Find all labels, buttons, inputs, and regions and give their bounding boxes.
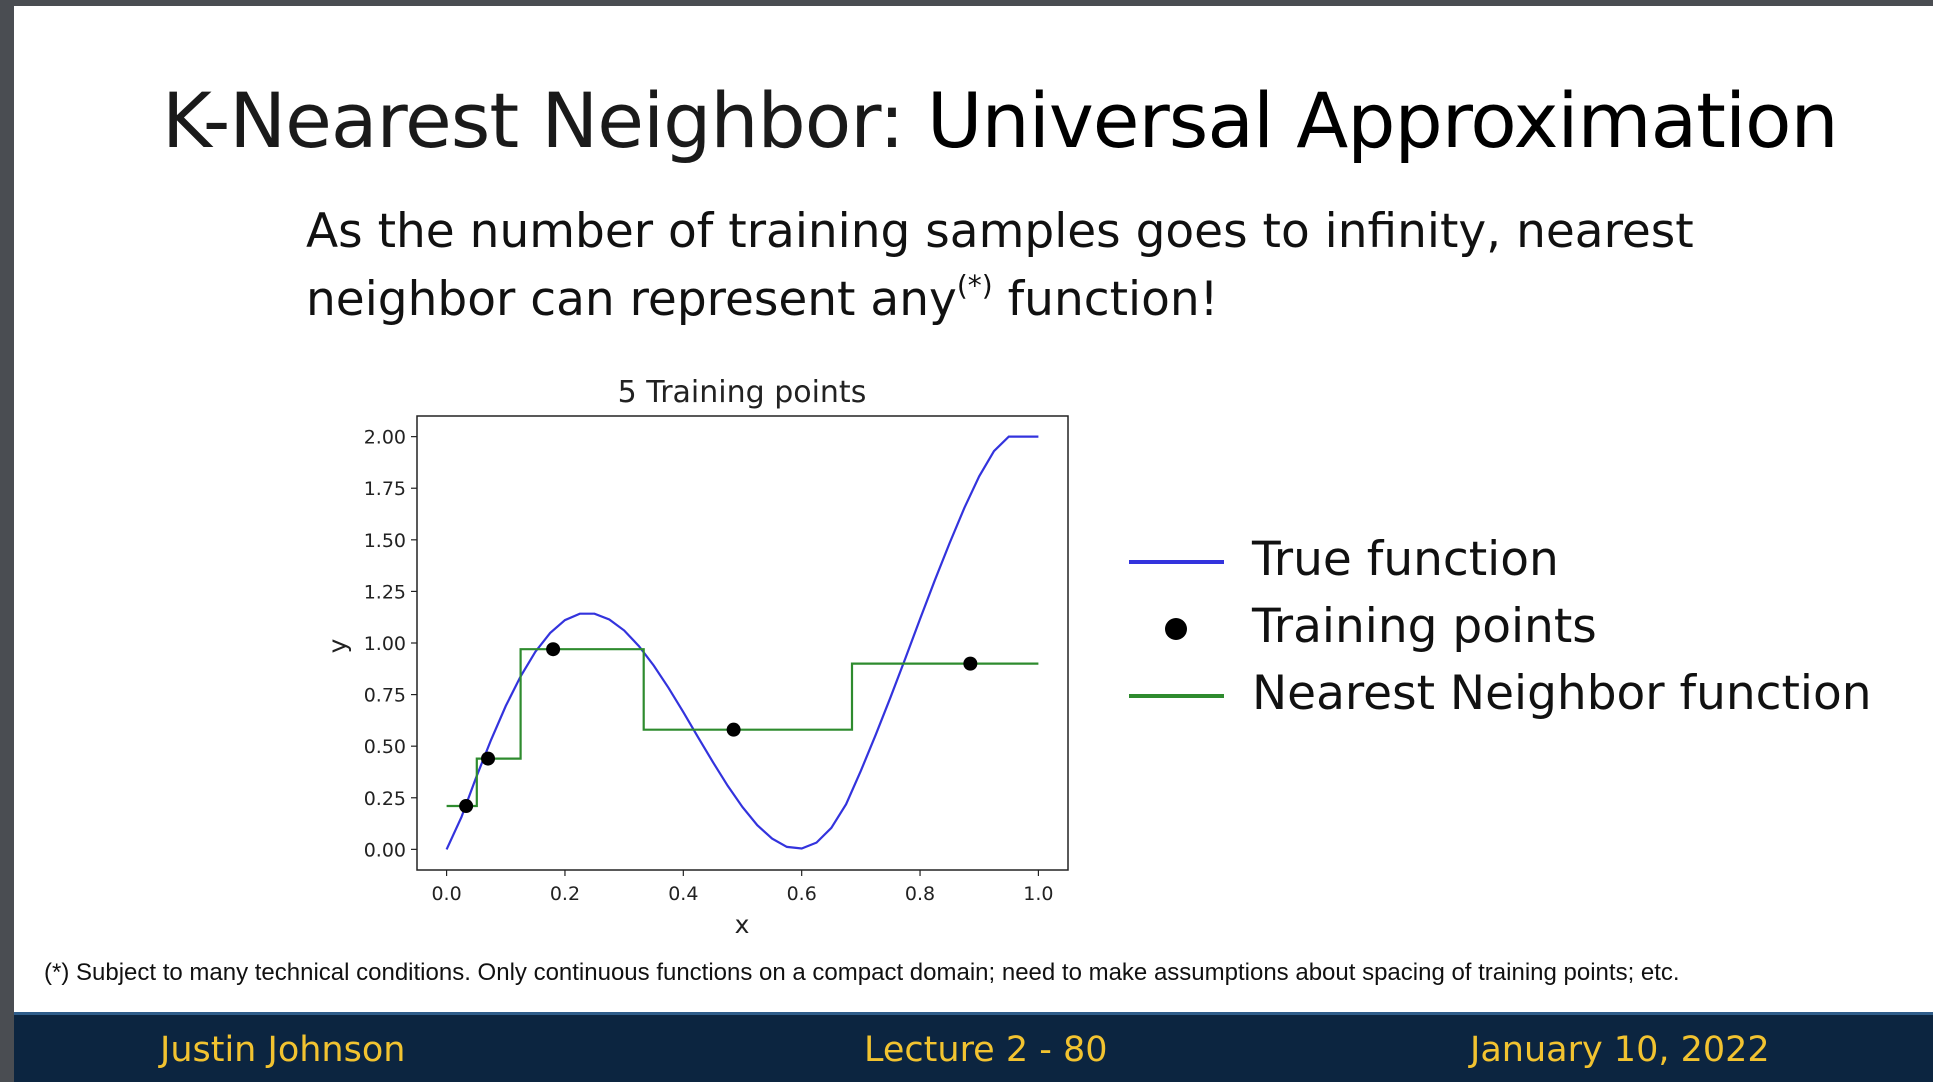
- series-true-function: [445, 435, 1039, 850]
- chart-legend: True function Training points Nearest Ne…: [1109, 526, 1872, 736]
- y-axis-label: y: [323, 638, 352, 653]
- y-axis: 0.00 0.25 0.50 0.75 1.00 1.25 1.50 1.75 2.00: [364, 427, 417, 861]
- footnote: (*) Subject to many technical conditions…: [44, 959, 1680, 986]
- x-tick-label: 1.0: [1023, 883, 1053, 905]
- title-plain: K-Nearest Neighbor:: [162, 76, 927, 165]
- subtitle-line-2-b: function!: [992, 272, 1219, 327]
- legend-item-training-points: Training points: [1109, 595, 1869, 661]
- legend-label-training-points: Training points: [1252, 599, 1597, 654]
- y-tick-label: 2.00: [364, 427, 406, 449]
- legend-dot-icon: [1165, 618, 1187, 640]
- footer-bar: Justin Johnson Lecture 2 - 80 January 10…: [14, 1012, 1933, 1082]
- footer-date: January 10, 2022: [1470, 1030, 1770, 1070]
- x-axis: 0.0 0.2 0.4 0.6 0.8 1.0: [431, 870, 1054, 905]
- x-tick-label: 0.0: [431, 883, 461, 905]
- x-tick-label: 0.2: [550, 883, 580, 905]
- y-tick-label: 0.00: [364, 839, 406, 861]
- training-point: [459, 799, 474, 814]
- slide-title: K-Nearest Neighbor: Universal Approximat…: [162, 76, 1839, 166]
- series-layer: [445, 435, 1039, 850]
- legend-label-nn-function: Nearest Neighbor function: [1252, 666, 1872, 721]
- subtitle-line-1: As the number of training samples goes t…: [306, 204, 1694, 259]
- training-point: [546, 642, 561, 657]
- subtitle-line-2: neighbor can represent any(*) function!: [306, 266, 1806, 334]
- legend-line-green-icon: [1129, 694, 1224, 698]
- footer-lecture: Lecture 2 - 80: [864, 1030, 1108, 1070]
- y-tick-label: 1.25: [364, 581, 406, 603]
- training-point: [963, 656, 978, 671]
- subtitle-line-2-a: neighbor can represent any: [306, 272, 957, 327]
- subtitle-superscript: (*): [956, 269, 993, 302]
- footer-author: Justin Johnson: [160, 1030, 406, 1070]
- legend-line-blue-icon: [1129, 560, 1224, 564]
- y-tick-label: 0.25: [364, 788, 406, 810]
- x-tick-label: 0.4: [668, 883, 698, 905]
- y-tick-label: 1.50: [364, 530, 406, 552]
- x-axis-label: x: [735, 910, 750, 939]
- slide: K-Nearest Neighbor: Universal Approximat…: [14, 6, 1933, 1082]
- legend-label-true-function: True function: [1252, 532, 1559, 587]
- y-tick-label: 0.75: [364, 685, 406, 707]
- legend-item-nn-function: Nearest Neighbor function: [1109, 662, 1872, 728]
- title-bold: Universal Approximation: [926, 76, 1839, 165]
- y-tick-label: 0.50: [364, 736, 406, 758]
- training-point: [726, 722, 741, 737]
- x-tick-label: 0.8: [905, 883, 935, 905]
- subtitle: As the number of training samples goes t…: [306, 198, 1806, 334]
- y-tick-label: 1.00: [364, 633, 406, 655]
- x-tick-label: 0.6: [787, 883, 817, 905]
- chart: 5 Training points 0.00 0.25 0.50 0.75 1.00 1.…: [323, 375, 1069, 939]
- legend-item-true-function: True function: [1109, 528, 1869, 594]
- training-point: [481, 751, 496, 766]
- y-tick-label: 1.75: [364, 478, 406, 500]
- series-nearest-neighbor-function: [446, 648, 1039, 808]
- chart-title: 5 Training points: [618, 375, 867, 410]
- plot-frame: [416, 415, 1069, 871]
